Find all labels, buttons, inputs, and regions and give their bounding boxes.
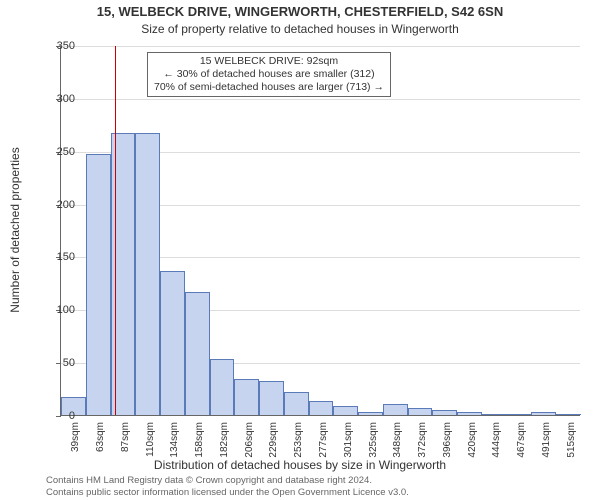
annotation-line: 15 WELBECK DRIVE: 92sqm [154,55,384,68]
annotation-line: ← 30% of detached houses are smaller (31… [154,68,384,81]
histogram-bar [457,412,482,415]
histogram-bar [531,412,556,415]
histogram-bar [408,408,433,415]
title-main: 15, WELBECK DRIVE, WINGERWORTH, CHESTERF… [0,4,600,19]
histogram-bar [309,401,334,415]
footer-attribution: Contains HM Land Registry data © Crown c… [46,475,409,498]
histogram-bar [210,359,235,415]
x-axis-label: Distribution of detached houses by size … [0,458,600,472]
histogram-bar [432,410,457,415]
histogram-bar [383,404,408,415]
footer-line2: Contains public sector information licen… [46,487,409,498]
footer-line1: Contains HM Land Registry data © Crown c… [46,475,409,486]
y-axis-label: Number of detached properties [8,147,22,312]
ytick-label: 0 [35,410,75,422]
annotation-box: 15 WELBECK DRIVE: 92sqm← 30% of detached… [147,52,391,97]
ytick-label: 250 [35,146,75,158]
histogram-bar [135,133,160,415]
histogram-bar [111,133,136,415]
gridline [61,99,580,100]
chart-container: 15, WELBECK DRIVE, WINGERWORTH, CHESTERF… [0,0,600,500]
histogram-bar [259,381,284,415]
histogram-bar [358,412,383,415]
gridline [61,46,580,47]
histogram-bar [482,414,507,415]
plot-area: 15 WELBECK DRIVE: 92sqm← 30% of detached… [60,46,580,416]
histogram-bar [556,414,581,415]
histogram-bar [86,154,111,415]
annotation-line: 70% of semi-detached houses are larger (… [154,81,384,94]
histogram-bar [234,379,259,415]
ytick-label: 100 [35,304,75,316]
ytick-label: 50 [35,357,75,369]
ytick-label: 200 [35,199,75,211]
histogram-bar [160,271,185,415]
histogram-bar [284,392,309,415]
ytick-label: 300 [35,93,75,105]
ytick-label: 350 [35,40,75,52]
histogram-bar [333,406,358,416]
ytick-label: 150 [35,251,75,263]
histogram-bar [507,414,532,415]
title-sub: Size of property relative to detached ho… [0,22,600,36]
property-marker-line [115,46,116,415]
histogram-bar [185,292,210,415]
